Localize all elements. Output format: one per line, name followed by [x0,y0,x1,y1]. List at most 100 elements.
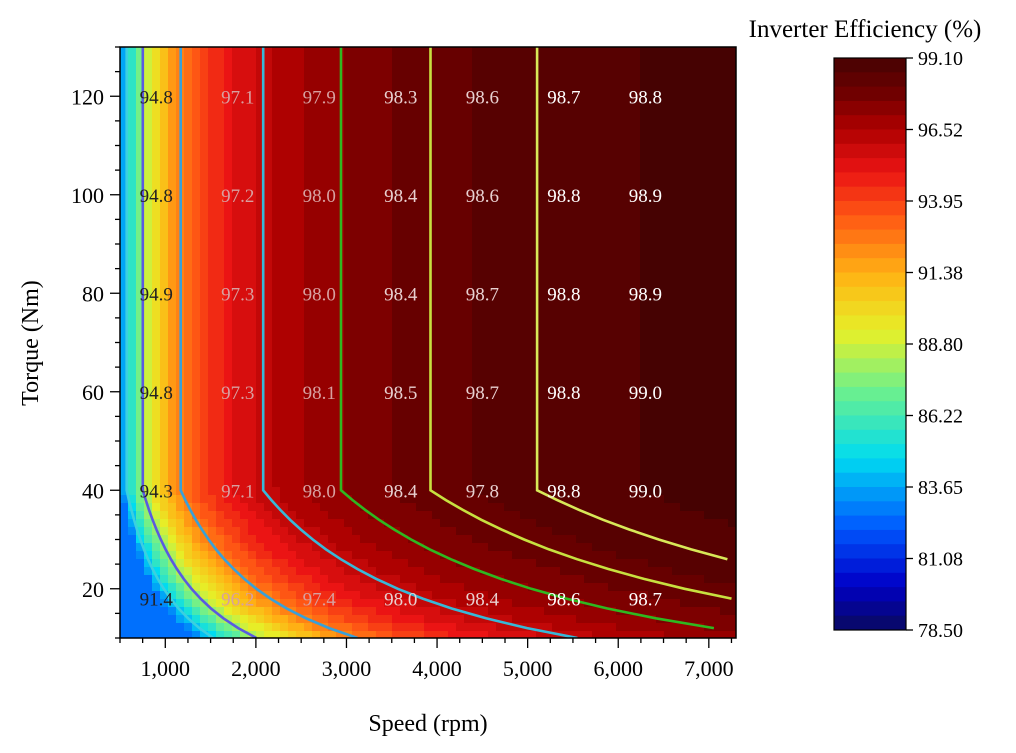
heatmap-cell [576,399,585,408]
heatmap-cell [728,335,736,344]
heatmap-cell [352,311,361,320]
heatmap-cell [216,519,225,528]
heatmap-cell [440,231,449,240]
heatmap-cell [192,87,201,96]
heatmap-cell [712,471,721,480]
heatmap-cell [376,527,385,536]
heatmap-cell [576,207,585,216]
heatmap-cell [168,71,177,80]
heatmap-cell [696,399,705,408]
heatmap-cell [432,551,441,560]
heatmap-cell [312,303,321,312]
heatmap-cell [136,367,145,376]
heatmap-cell [504,215,513,224]
heatmap-cell [664,527,673,536]
heatmap-cell [656,383,665,392]
heatmap-cell [224,95,233,104]
heatmap-cell [272,399,281,408]
heatmap-cell [640,271,649,280]
heatmap-cell [352,95,361,104]
heatmap-cell [480,391,489,400]
heatmap-cell [200,359,209,368]
heatmap-cell [664,231,673,240]
heatmap-cell [640,47,649,56]
heatmap-cell [560,135,569,144]
heatmap-cell [712,239,721,248]
heatmap-cell [688,319,697,328]
heatmap-cell [456,103,465,112]
heatmap-cell [360,319,369,328]
heatmap-cell [296,239,305,248]
heatmap-cell [352,439,361,448]
heatmap-cell [544,207,553,216]
heatmap-cell [168,135,177,144]
heatmap-cell [608,287,617,296]
heatmap-cell [216,231,225,240]
heatmap-cell [520,559,529,568]
heatmap-cell [264,519,273,528]
heatmap-cell [728,447,736,456]
heatmap-cell [728,535,736,544]
heatmap-cell [136,151,145,160]
heatmap-cell [624,487,633,496]
heatmap-cell [632,359,641,368]
heatmap-cell [552,359,561,368]
heatmap-cell [704,439,713,448]
heatmap-cell [368,287,377,296]
heatmap-cell [376,495,385,504]
heatmap-cell [592,159,601,168]
heatmap-cell [688,47,697,56]
heatmap-cell [560,239,569,248]
heatmap-cell [608,247,617,256]
heatmap-cell [248,135,257,144]
heatmap-cell [352,183,361,192]
heatmap-cell [416,327,425,336]
heatmap-cell [264,311,273,320]
heatmap-cell [512,63,521,72]
heatmap-cell [264,495,273,504]
heatmap-cell [424,327,433,336]
heatmap-cell [320,559,329,568]
heatmap-cell [640,519,649,528]
heatmap-cell [296,327,305,336]
heatmap-cell [208,207,217,216]
heatmap-cell [664,383,673,392]
heatmap-cell [440,287,449,296]
heatmap-cell [472,191,481,200]
heatmap-cell [296,87,305,96]
heatmap-cell [224,287,233,296]
heatmap-cell [608,375,617,384]
heatmap-cell [248,311,257,320]
heatmap-cell [720,295,729,304]
heatmap-cell [288,255,297,264]
heatmap-cell [512,551,521,560]
heatmap-cell [200,495,209,504]
heatmap-cell [232,535,241,544]
heatmap-cell [528,423,537,432]
heatmap-cell [328,295,337,304]
heatmap-cell [248,55,257,64]
heatmap-cell [288,423,297,432]
heatmap-cell [136,479,145,488]
heatmap-cell [424,47,433,56]
heatmap-cell [568,63,577,72]
heatmap-cell [136,319,145,328]
heatmap-cell [200,279,209,288]
heatmap-cell [608,183,617,192]
heatmap-cell [480,431,489,440]
heatmap-cell [168,487,177,496]
heatmap-cell [432,63,441,72]
heatmap-cell [120,55,129,64]
heatmap-cell [408,311,417,320]
heatmap-cell [704,255,713,264]
heatmap-cell [304,287,313,296]
heatmap-cell [720,519,729,528]
heatmap-cell [232,295,241,304]
heatmap-cell [464,279,473,288]
heatmap-cell [528,143,537,152]
heatmap-cell [256,487,265,496]
heatmap-cell [504,351,513,360]
heatmap-cell [352,399,361,408]
heatmap-cell [432,543,441,552]
heatmap-cell [168,351,177,360]
